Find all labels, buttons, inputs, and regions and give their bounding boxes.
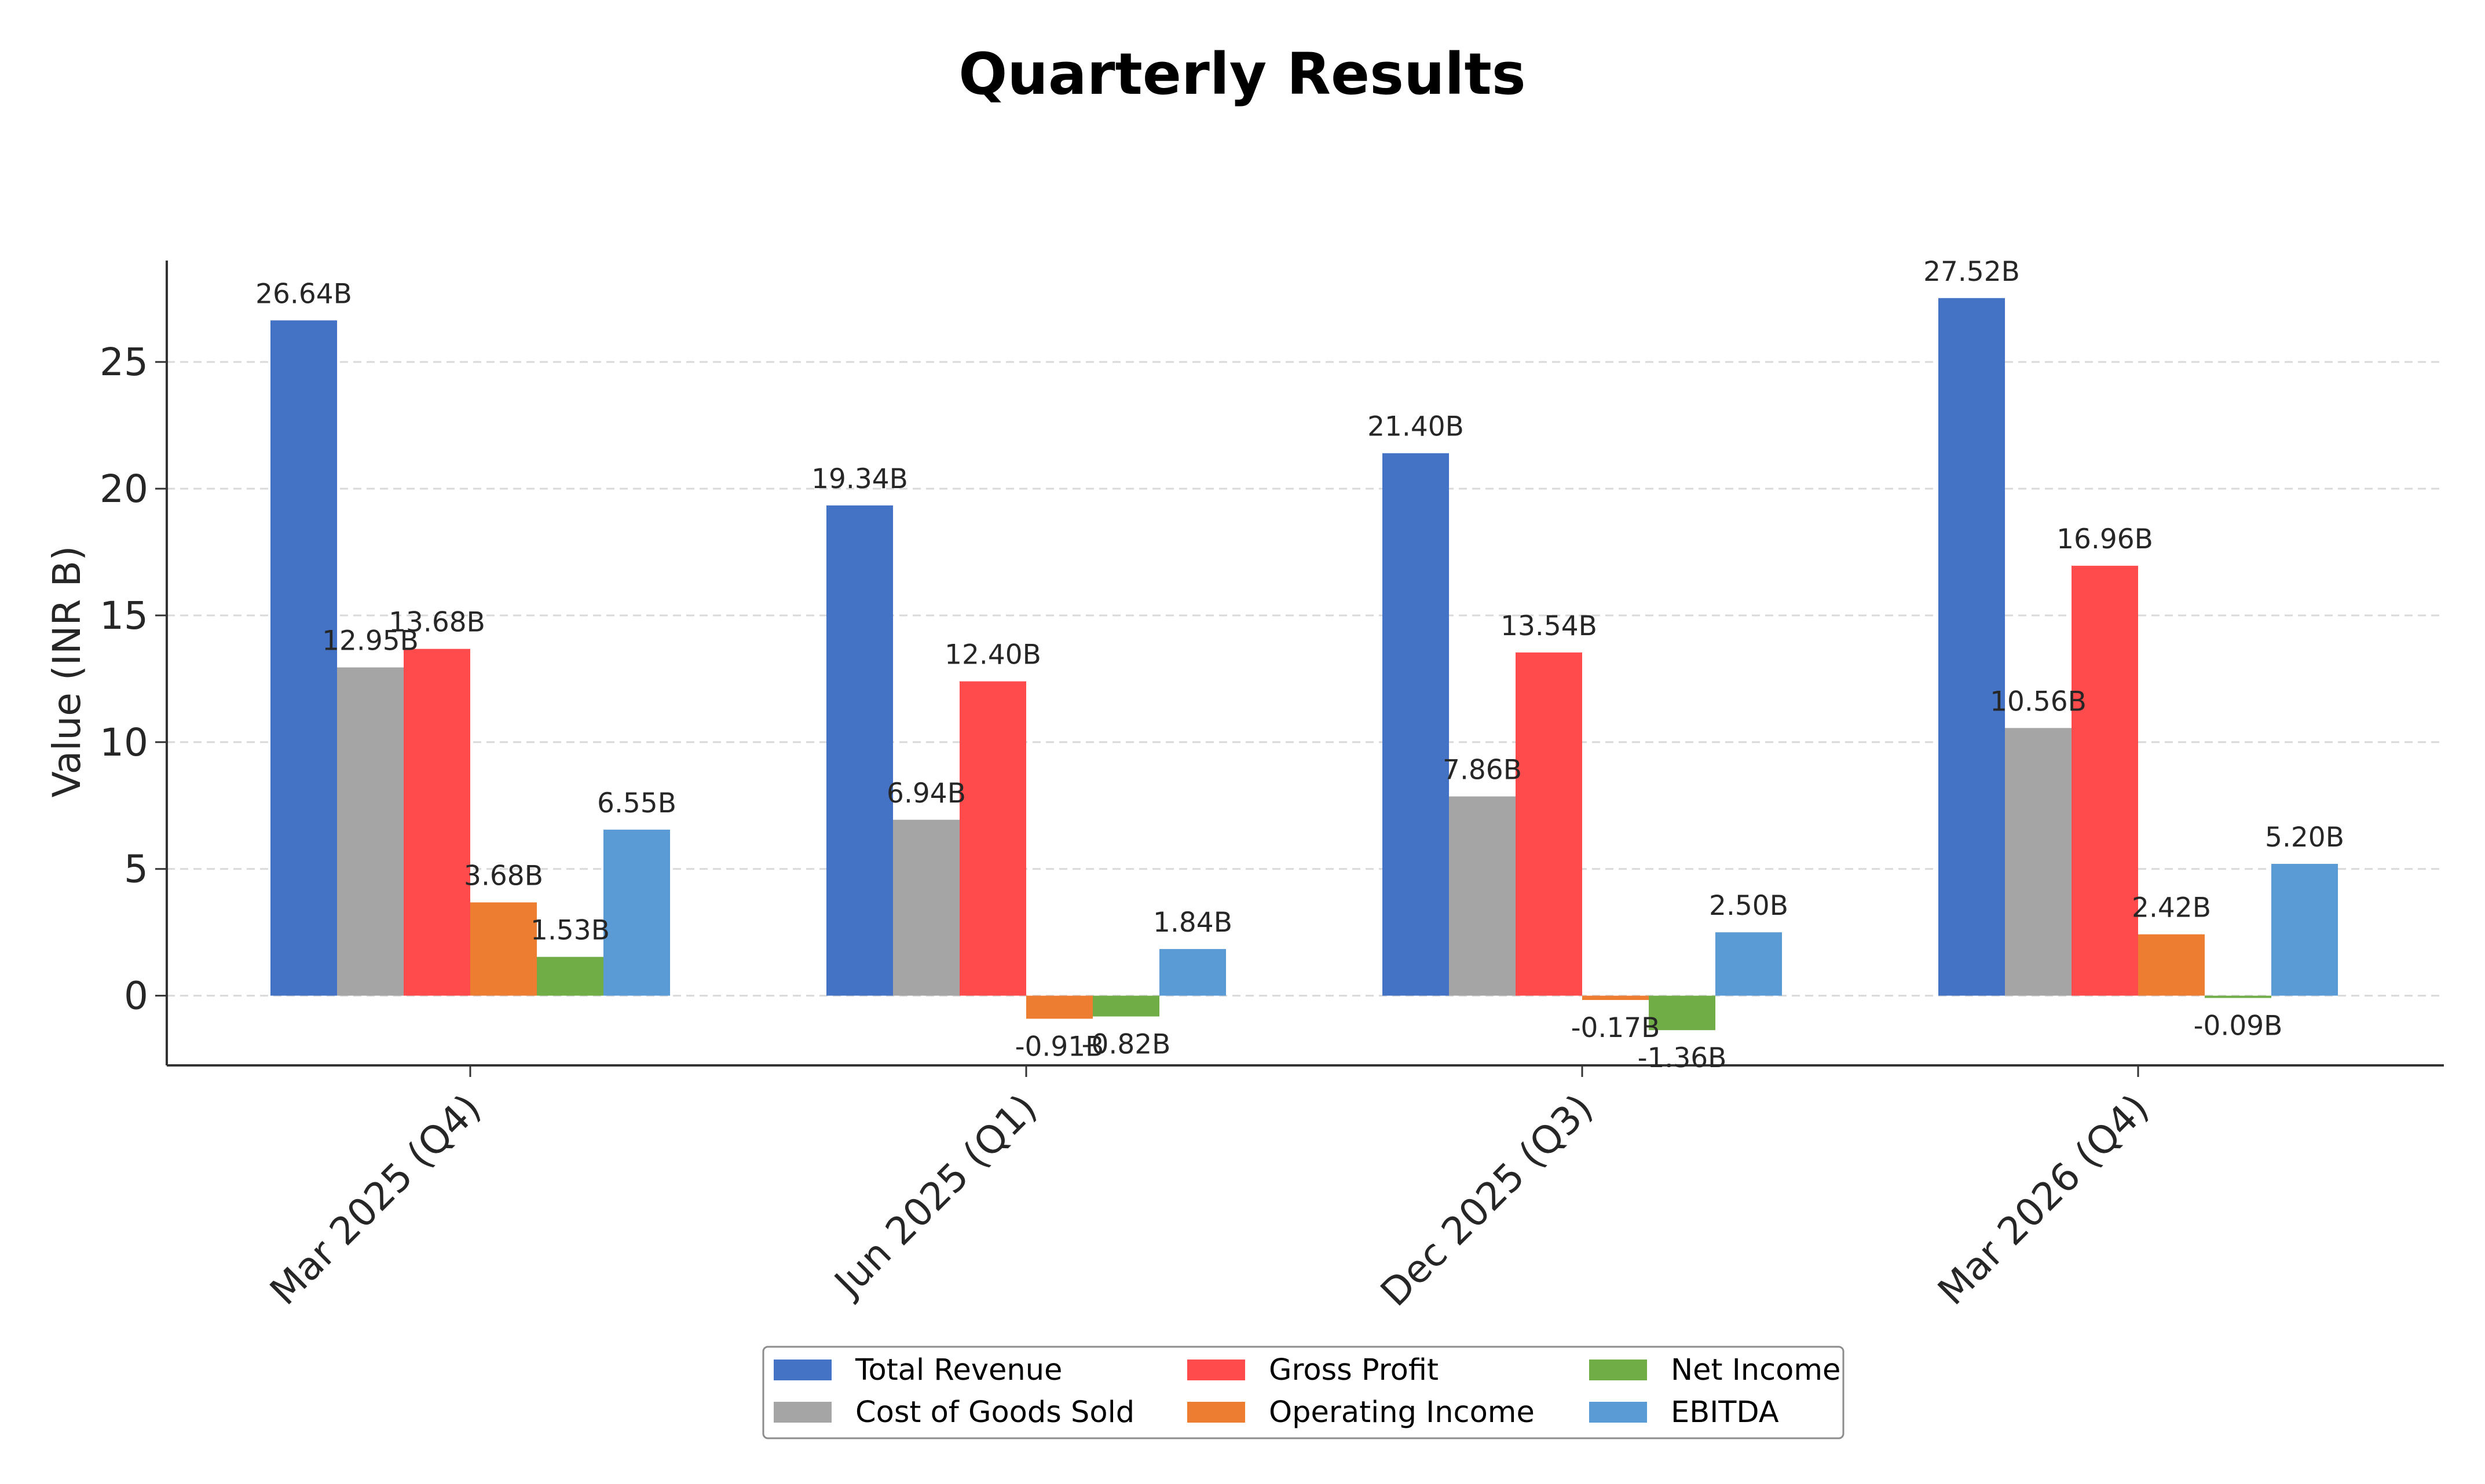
bar-value-label: 2.42B	[2132, 892, 2211, 924]
bar	[1938, 298, 2005, 996]
bar-value-label: -0.17B	[1571, 1012, 1660, 1044]
bar	[2271, 863, 2338, 996]
bar-value-label: 21.40B	[1367, 411, 1464, 443]
bar	[1715, 932, 1782, 996]
bar	[1026, 995, 1093, 1019]
legend-label: Total Revenue	[855, 1353, 1062, 1387]
y-tick-label: 15	[100, 593, 148, 638]
bar-value-label: 6.94B	[887, 778, 966, 809]
bar-value-label: 13.54B	[1500, 610, 1597, 642]
bar-value-label: 6.55B	[597, 787, 676, 819]
bar-value-label: -0.09B	[2194, 1010, 2283, 1042]
bar-value-label: 12.40B	[945, 639, 1041, 671]
legend: Total Revenue Cost of Goods Sold Gross Pro…	[762, 1346, 1844, 1439]
y-tick-label: 20	[100, 467, 148, 511]
y-tick-label: 10	[100, 720, 148, 765]
legend-frame	[762, 1346, 1844, 1439]
bar-value-label: 5.20B	[2265, 822, 2344, 853]
bar	[337, 667, 404, 996]
legend-swatch	[774, 1360, 832, 1380]
bar	[1159, 949, 1226, 996]
bar	[1093, 995, 1159, 1017]
bar-value-label: 3.68B	[464, 860, 543, 892]
bar	[2138, 934, 2205, 996]
bar	[537, 957, 603, 996]
x-tick-label: Dec 2025 (Q3)	[1372, 1086, 1601, 1315]
bar-value-label: 1.84B	[1153, 907, 1232, 939]
legend-swatch	[1187, 1360, 1245, 1380]
bar	[1449, 796, 1516, 996]
bar	[603, 829, 670, 996]
legend-label: Operating Income	[1269, 1395, 1535, 1430]
bar	[2205, 995, 2271, 998]
bar-value-label: 1.53B	[530, 915, 610, 947]
bar	[470, 902, 537, 996]
bar-value-label: 10.56B	[1990, 686, 2087, 717]
legend-swatch	[1589, 1360, 1647, 1380]
bar	[826, 505, 893, 996]
bar	[270, 320, 337, 996]
bar	[1649, 995, 1715, 1031]
bar-value-label: 7.86B	[1443, 754, 1522, 786]
bar-value-label: 19.34B	[811, 463, 908, 495]
bar	[2072, 566, 2138, 996]
y-tick-label: 0	[124, 974, 148, 1018]
bar-value-label: 26.64B	[255, 278, 352, 310]
bar-value-label: -0.82B	[1082, 1029, 1171, 1061]
bar-value-label: 13.68B	[389, 607, 485, 639]
bar	[1382, 453, 1449, 996]
legend-label: Gross Profit	[1269, 1353, 1439, 1387]
legend-label: EBITDA	[1671, 1395, 1779, 1430]
x-tick-label: Jun 2025 (Q1)	[825, 1086, 1045, 1306]
y-tick-label: 5	[124, 847, 148, 892]
legend-swatch	[774, 1402, 832, 1423]
bar-value-label: 16.96B	[2056, 523, 2153, 555]
bar	[404, 648, 470, 996]
bar-value-label: 27.52B	[1923, 256, 2020, 288]
y-tick-label: 25	[100, 340, 148, 384]
bar-value-label: 2.50B	[1709, 890, 1788, 922]
y-axis-label: Value (INR B)	[45, 546, 89, 798]
bar	[1582, 995, 1649, 1001]
legend-label: Net Income	[1671, 1353, 1840, 1387]
bar	[960, 681, 1026, 996]
bar-value-label: -1.36B	[1638, 1042, 1727, 1074]
bar	[2005, 728, 2072, 996]
legend-label: Cost of Goods Sold	[855, 1395, 1134, 1430]
bar-value-label: 12.95B	[322, 625, 419, 657]
bar	[893, 819, 960, 996]
legend-swatch	[1187, 1402, 1245, 1423]
legend-swatch	[1589, 1402, 1647, 1423]
gridlines	[167, 361, 2444, 997]
x-tick-label: Mar 2025 (Q4)	[262, 1086, 490, 1314]
chart-title: Quarterly Results	[958, 41, 1525, 108]
bars	[270, 298, 2338, 1031]
bar-value-label: -0.91B	[1015, 1031, 1104, 1062]
bar	[1516, 652, 1582, 996]
x-tick-label: Mar 2026 (Q4)	[1930, 1086, 2158, 1314]
